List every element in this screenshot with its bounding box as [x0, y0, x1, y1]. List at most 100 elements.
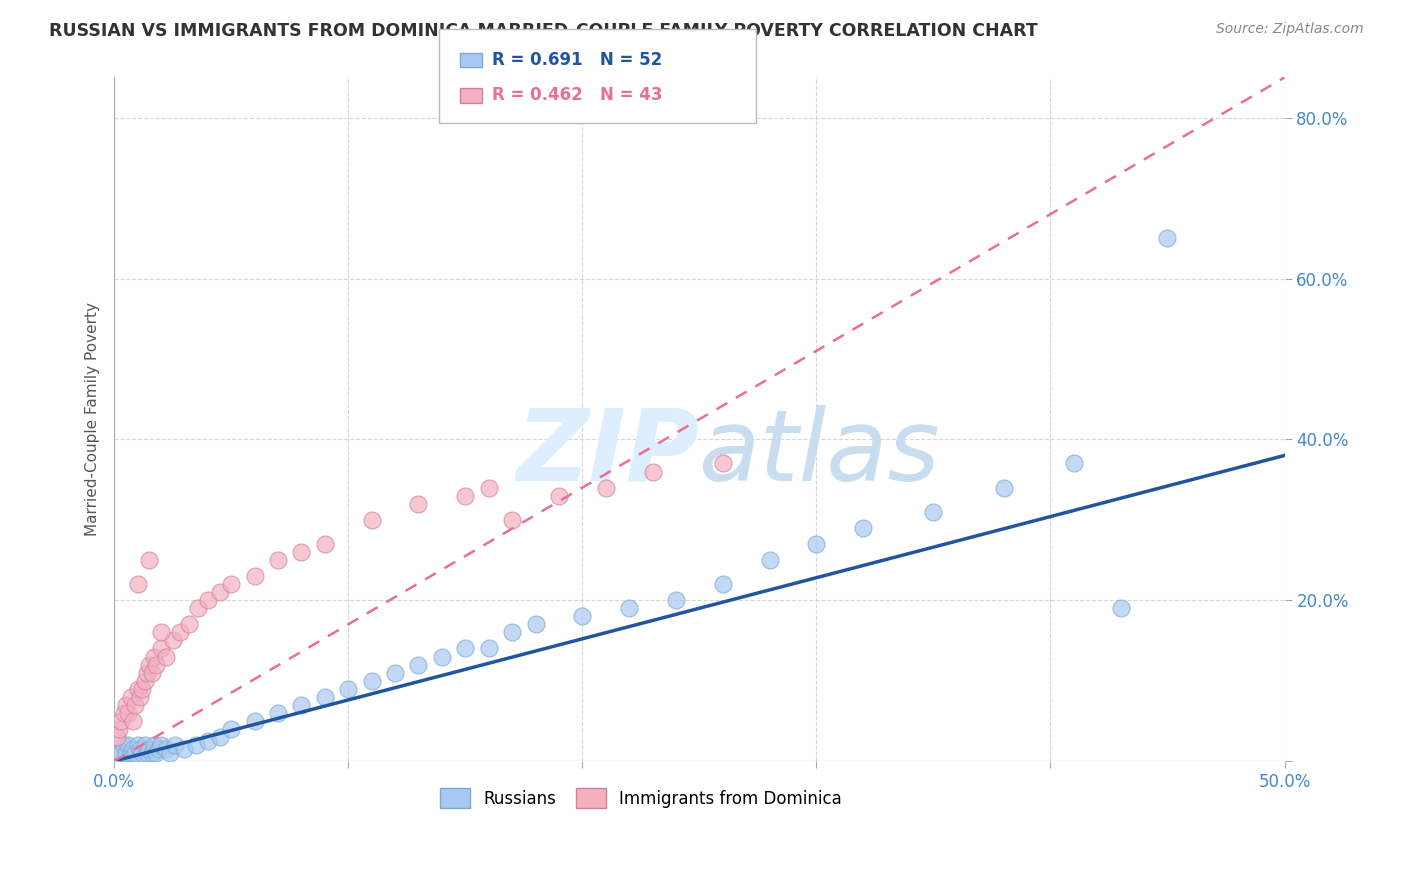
Point — [290, 545, 312, 559]
Point — [852, 521, 875, 535]
Point — [112, 706, 135, 720]
Point — [127, 681, 149, 696]
Point — [150, 641, 173, 656]
Point — [758, 553, 780, 567]
Point — [314, 537, 336, 551]
Point — [219, 722, 242, 736]
Point — [360, 513, 382, 527]
Point — [163, 738, 186, 752]
Point — [337, 681, 360, 696]
Point — [122, 714, 145, 728]
Point — [665, 593, 688, 607]
Point — [243, 714, 266, 728]
Text: R = 0.691   N = 52: R = 0.691 N = 52 — [492, 51, 662, 69]
Y-axis label: Married-Couple Family Poverty: Married-Couple Family Poverty — [86, 302, 100, 536]
Point — [197, 593, 219, 607]
Point — [120, 690, 142, 704]
Point — [384, 665, 406, 680]
Point — [408, 497, 430, 511]
Legend: Russians, Immigrants from Dominica: Russians, Immigrants from Dominica — [433, 781, 849, 814]
Point — [478, 641, 501, 656]
Point — [314, 690, 336, 704]
Point — [155, 649, 177, 664]
Point — [617, 601, 640, 615]
Point — [267, 553, 290, 567]
Point — [134, 673, 156, 688]
Point — [267, 706, 290, 720]
Point — [131, 681, 153, 696]
Point — [208, 585, 231, 599]
Point — [641, 465, 664, 479]
Point — [131, 746, 153, 760]
Point — [129, 742, 152, 756]
Point — [141, 665, 163, 680]
Point — [143, 649, 166, 664]
Text: Source: ZipAtlas.com: Source: ZipAtlas.com — [1216, 22, 1364, 37]
Point — [408, 657, 430, 672]
Point — [124, 746, 146, 760]
Text: ZIP: ZIP — [516, 405, 699, 502]
Point — [145, 657, 167, 672]
Point — [524, 617, 547, 632]
Point — [197, 734, 219, 748]
Point — [173, 742, 195, 756]
Point — [169, 625, 191, 640]
Point — [571, 609, 593, 624]
Point — [138, 657, 160, 672]
Point — [548, 489, 571, 503]
Point — [430, 649, 453, 664]
Point — [117, 738, 139, 752]
Point — [184, 738, 207, 752]
Point — [124, 698, 146, 712]
Point — [112, 738, 135, 752]
Point — [117, 706, 139, 720]
Point — [136, 746, 159, 760]
Point — [1156, 231, 1178, 245]
Point — [159, 746, 181, 760]
Point — [138, 553, 160, 567]
Point — [187, 601, 209, 615]
Point — [129, 690, 152, 704]
Point — [1063, 457, 1085, 471]
Point — [162, 633, 184, 648]
Point — [150, 738, 173, 752]
Point — [711, 457, 734, 471]
Text: RUSSIAN VS IMMIGRANTS FROM DOMINICA MARRIED-COUPLE FAMILY POVERTY CORRELATION CH: RUSSIAN VS IMMIGRANTS FROM DOMINICA MARR… — [49, 22, 1038, 40]
Point — [115, 746, 138, 760]
Point — [219, 577, 242, 591]
Point — [141, 746, 163, 760]
Point — [208, 730, 231, 744]
Point — [478, 481, 501, 495]
Point — [501, 625, 523, 640]
Point — [922, 505, 945, 519]
Point — [595, 481, 617, 495]
Point — [993, 481, 1015, 495]
Point — [108, 722, 131, 736]
Point — [108, 746, 131, 760]
Point — [1109, 601, 1132, 615]
Text: R = 0.462   N = 43: R = 0.462 N = 43 — [492, 87, 662, 104]
Point — [145, 746, 167, 760]
Point — [122, 742, 145, 756]
Point — [454, 641, 477, 656]
Point — [143, 738, 166, 752]
Point — [115, 698, 138, 712]
Point — [110, 714, 132, 728]
Point — [127, 738, 149, 752]
Point — [105, 730, 128, 744]
Point — [290, 698, 312, 712]
Text: atlas: atlas — [699, 405, 941, 502]
Point — [120, 746, 142, 760]
Point — [155, 742, 177, 756]
Point — [243, 569, 266, 583]
Point — [136, 665, 159, 680]
Point — [148, 742, 170, 756]
Point — [150, 625, 173, 640]
Point — [454, 489, 477, 503]
Point — [501, 513, 523, 527]
Point — [127, 577, 149, 591]
Point — [360, 673, 382, 688]
Point — [138, 742, 160, 756]
Point — [110, 746, 132, 760]
Point — [806, 537, 828, 551]
